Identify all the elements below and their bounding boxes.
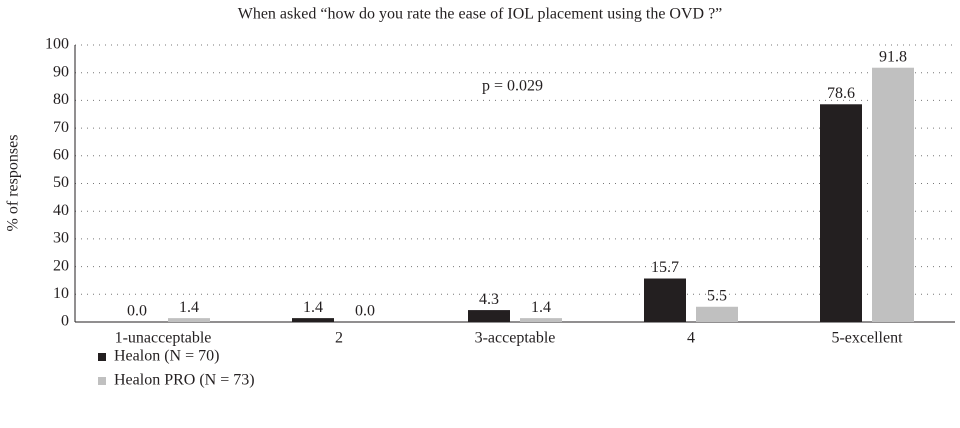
value-label: 0.0 <box>127 303 147 320</box>
bar <box>520 318 562 322</box>
legend-label: Healon PRO (N = 73) <box>114 372 255 389</box>
value-label: 4.3 <box>479 291 499 308</box>
x-tick-label: 2 <box>335 330 343 347</box>
value-label: 91.8 <box>879 48 907 65</box>
y-tick-label: 70 <box>53 119 69 136</box>
y-axis-label: % of responses <box>5 135 22 232</box>
bar <box>872 67 914 323</box>
legend-swatch <box>98 377 106 385</box>
bar <box>468 310 510 322</box>
y-tick-label: 80 <box>53 91 69 108</box>
bar <box>292 318 334 322</box>
y-tick-label: 50 <box>53 174 69 191</box>
legend-label: Healon (N = 70) <box>114 348 219 365</box>
bar <box>696 306 738 322</box>
value-label: 1.4 <box>303 299 323 316</box>
y-tick-label: 100 <box>45 36 69 53</box>
y-tick-label: 90 <box>53 63 69 80</box>
chart-title: When asked “how do you rate the ease of … <box>238 6 723 23</box>
x-tick-label: 4 <box>687 330 695 347</box>
y-tick-label: 0 <box>61 313 69 330</box>
bar <box>168 318 210 322</box>
value-label: 15.7 <box>651 259 679 276</box>
bar <box>820 104 862 322</box>
value-label: 5.5 <box>707 287 727 304</box>
x-tick-label: 1-unacceptable <box>115 330 212 347</box>
value-label: 0.0 <box>355 303 375 320</box>
y-tick-label: 60 <box>53 146 69 163</box>
value-label: 1.4 <box>531 299 551 316</box>
legend-swatch <box>98 353 106 361</box>
annotation: p = 0.029 <box>482 78 543 95</box>
value-label: 1.4 <box>179 299 199 316</box>
y-tick-label: 10 <box>53 285 69 302</box>
value-label: 78.6 <box>827 85 855 102</box>
y-tick-label: 30 <box>53 230 69 247</box>
y-tick-label: 40 <box>53 202 69 219</box>
bar <box>644 278 686 322</box>
x-tick-label: 5-excellent <box>831 330 903 347</box>
y-tick-label: 20 <box>53 257 69 274</box>
x-tick-label: 3-acceptable <box>475 330 556 347</box>
